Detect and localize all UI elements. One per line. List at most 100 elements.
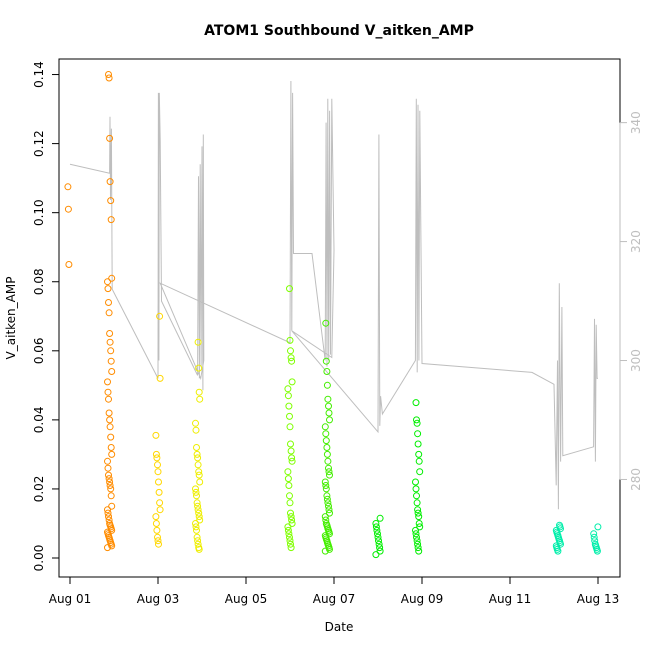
- data-point: [107, 197, 115, 205]
- data-point: [286, 492, 293, 500]
- data-point: [415, 457, 423, 465]
- plot-frame: [58, 58, 621, 578]
- data-point: [412, 485, 420, 493]
- y2-tick-label: 320: [629, 230, 643, 253]
- data-point: [106, 178, 114, 186]
- data-point: [192, 520, 199, 527]
- data-point: [104, 278, 111, 286]
- y-tick-label: 0.02: [32, 476, 46, 503]
- y-tick-label: 0.00: [32, 545, 46, 572]
- x-tick-label: Aug 01: [49, 592, 92, 606]
- data-point: [287, 513, 295, 521]
- data-point: [412, 526, 419, 534]
- data-point: [416, 523, 424, 531]
- data-point: [326, 471, 333, 479]
- data-point: [104, 388, 112, 396]
- data-point: [288, 357, 296, 365]
- data-point: [286, 537, 294, 545]
- data-point: [108, 502, 116, 510]
- x-tick-label: Aug 03: [137, 592, 180, 606]
- data-point: [104, 285, 112, 293]
- data-point: [155, 540, 162, 548]
- data-point: [325, 402, 332, 410]
- data-point: [156, 499, 164, 507]
- points-layer: [64, 71, 602, 559]
- y-tick-label: 0.10: [32, 199, 46, 226]
- data-point: [152, 520, 160, 527]
- data-point: [288, 378, 296, 386]
- data-point: [193, 526, 200, 534]
- data-point: [590, 533, 598, 541]
- data-point: [156, 506, 164, 514]
- data-point: [285, 530, 293, 538]
- data-point: [286, 499, 294, 507]
- data-point: [104, 457, 111, 465]
- data-point: [195, 545, 203, 553]
- data-point: [284, 523, 292, 531]
- data-point: [195, 388, 203, 396]
- data-point: [323, 444, 331, 451]
- data-point: [105, 471, 112, 479]
- data-point: [192, 485, 199, 493]
- data-point: [196, 516, 204, 524]
- data-point: [194, 502, 202, 510]
- data-point: [413, 537, 421, 545]
- data-point: [322, 357, 330, 365]
- data-point: [326, 545, 333, 553]
- data-point: [285, 402, 293, 410]
- data-point: [415, 547, 423, 555]
- data-point: [324, 395, 332, 403]
- x-tick-label: Aug 11: [489, 592, 532, 606]
- data-point: [194, 540, 202, 548]
- y-tick-label: 0.14: [32, 61, 46, 88]
- data-point: [413, 533, 420, 541]
- data-point: [321, 547, 329, 555]
- data-point: [372, 520, 380, 527]
- data-point: [108, 274, 116, 282]
- data-point: [106, 478, 114, 486]
- y-axis-label: V_aitken_AMP: [4, 277, 18, 360]
- data-point: [107, 444, 115, 451]
- data-point: [154, 533, 161, 541]
- x-axis: Aug 01 Aug 03 Aug 05 Aug 07 Aug 09 Aug 11 Aug …: [49, 576, 619, 606]
- data-point: [108, 450, 116, 458]
- data-point: [374, 530, 381, 538]
- data-point: [64, 183, 72, 191]
- data-point: [412, 399, 420, 407]
- data-point: [414, 509, 422, 517]
- data-point: [104, 509, 112, 517]
- y2-series-line: [69, 80, 598, 510]
- y2-axis: 280 300 320 340: [619, 111, 643, 491]
- data-point: [105, 475, 113, 483]
- data-point: [194, 506, 202, 514]
- data-point: [415, 450, 423, 458]
- data-point: [153, 454, 161, 462]
- data-point: [287, 440, 294, 448]
- data-point: [107, 347, 115, 355]
- data-point: [106, 134, 114, 142]
- data-point: [413, 419, 421, 427]
- data-point: [104, 544, 111, 552]
- data-point: [376, 544, 384, 552]
- data-point: [375, 540, 383, 548]
- data-point: [412, 478, 419, 486]
- data-point: [155, 488, 163, 496]
- data-point: [372, 551, 380, 559]
- data-point: [107, 433, 115, 441]
- data-point: [416, 468, 424, 476]
- data-point: [152, 513, 160, 521]
- data-point: [323, 368, 331, 375]
- data-point: [193, 492, 200, 500]
- data-point: [321, 513, 329, 521]
- data-point: [323, 381, 331, 389]
- data-point: [321, 478, 329, 486]
- data-point: [106, 330, 114, 337]
- data-point: [105, 516, 113, 524]
- data-point: [323, 450, 331, 458]
- data-point: [106, 416, 114, 424]
- data-point: [376, 547, 384, 555]
- data-point: [106, 423, 114, 431]
- data-point: [374, 533, 382, 541]
- data-point: [195, 471, 203, 479]
- data-point: [325, 464, 332, 472]
